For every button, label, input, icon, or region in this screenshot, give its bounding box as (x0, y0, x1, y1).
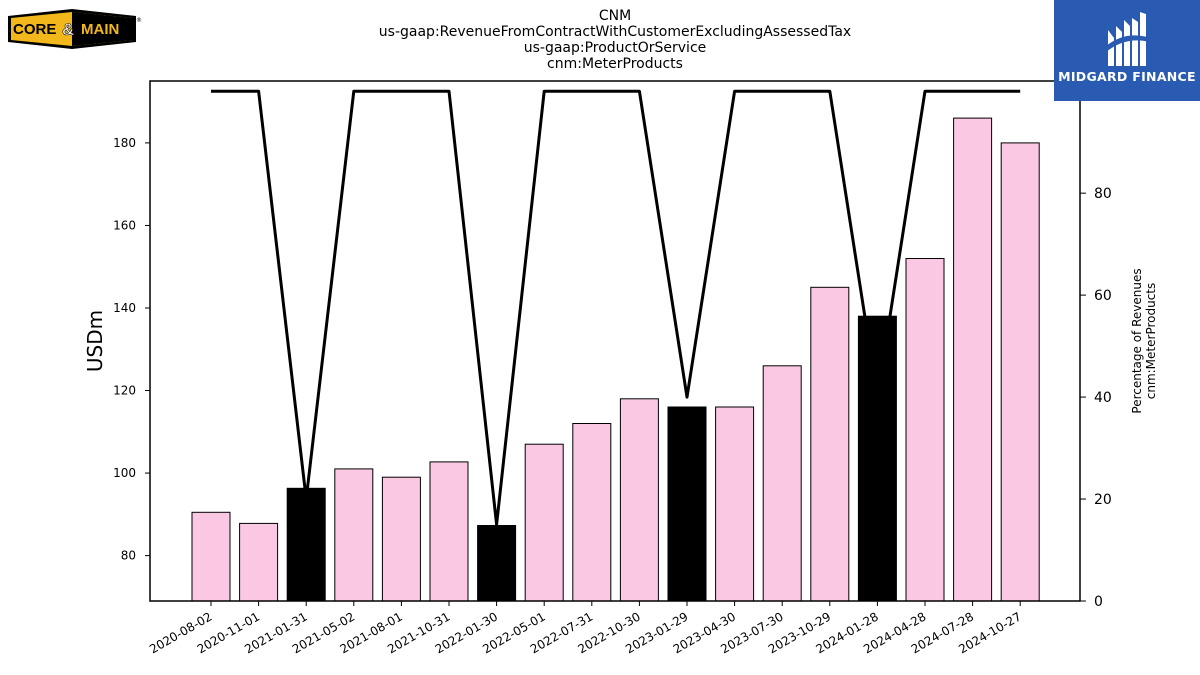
bar-2021-01-31 (286, 487, 326, 602)
bar-2021-05-02 (334, 468, 374, 602)
y-tick-label-140: 140 (113, 301, 136, 315)
logo-main-text: MAIN (81, 21, 119, 38)
midgard-finance-logo: MIDGARD FINANCE (1054, 0, 1200, 101)
bar-2024-07-28 (953, 117, 993, 602)
chart-title-axis: us-gaap:ProductOrService (523, 40, 707, 56)
plot-frame (149, 80, 1081, 602)
bar-2023-10-29 (810, 286, 850, 602)
bar-2024-10-27 (1000, 142, 1040, 602)
percentage-line (211, 89, 1021, 526)
core-and-main-logo: CORE & MAIN ® (6, 7, 144, 51)
bar-2022-07-31 (572, 423, 612, 602)
y-tick-label-80: 80 (121, 549, 136, 563)
bar-2021-08-01 (381, 476, 421, 602)
y-tick-label-120: 120 (113, 384, 136, 398)
logo-amp-text: & (62, 20, 74, 39)
line-layer (211, 89, 1021, 526)
bar-2024-01-28 (857, 315, 897, 602)
y2-axis-label-line-2: cnm:MeterProducts (1144, 283, 1158, 400)
chart-title-member: cnm:MeterProducts (547, 56, 683, 72)
midgard-emblem-icon (1106, 12, 1150, 66)
y-axis-label: USDm (83, 310, 107, 372)
bar-2022-10-30 (619, 398, 659, 602)
y2-tick-label-40: 40 (1094, 390, 1112, 406)
chart-title-ticker: CNM (598, 8, 632, 24)
bar-2023-04-30 (715, 406, 755, 602)
midgard-brand-text: MIDGARD FINANCE (1058, 69, 1196, 84)
y-tick-label-160: 160 (113, 218, 136, 232)
y-tick-label-100: 100 (113, 466, 136, 480)
logo-core-text: CORE (13, 21, 56, 38)
bar-2022-05-01 (524, 443, 564, 602)
bar-2023-01-29 (667, 406, 707, 602)
chart-title-concept: us-gaap:RevenueFromContractWithCustomerE… (378, 24, 852, 40)
bar-2020-08-02 (191, 511, 231, 602)
y2-axis-label-line-1: Percentage of Revenues (1130, 268, 1144, 413)
bar-2024-04-28 (905, 258, 945, 602)
bar-2021-10-31 (429, 461, 469, 602)
y2-tick-label-80: 80 (1094, 186, 1112, 202)
y2-tick-label-60: 60 (1094, 288, 1112, 304)
bars-group (191, 117, 1040, 602)
y-tick-label-180: 180 (113, 136, 136, 150)
bar-2023-07-30 (762, 365, 802, 602)
bar-2022-01-30 (477, 525, 517, 602)
bar-2020-11-01 (239, 522, 279, 602)
y2-tick-label-20: 20 (1094, 492, 1112, 508)
y2-tick-label-0: 0 (1094, 594, 1103, 610)
logo-registered-mark: ® (136, 17, 142, 24)
